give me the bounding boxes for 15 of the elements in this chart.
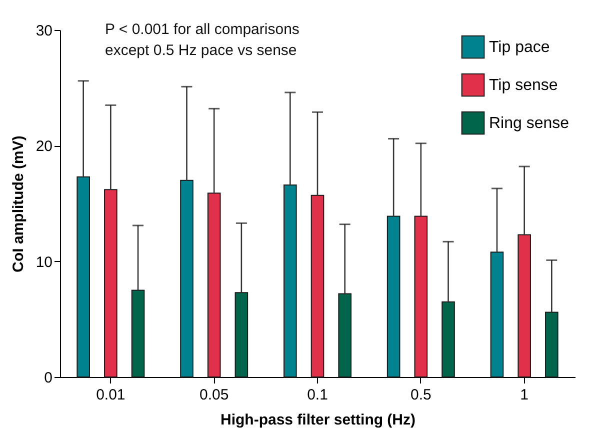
legend-label: Ring sense: [489, 115, 570, 132]
x-axis-title: High-pass filter setting (Hz): [220, 412, 416, 428]
y-tick-label: 10: [36, 254, 52, 271]
x-tick-label: 0.05: [199, 386, 229, 404]
x-tick-label: 1: [520, 386, 528, 404]
annotation: P < 0.001 for all comparisons except 0.5 Hz pace vs sense: [105, 21, 300, 59]
y-tick-label: 20: [36, 138, 52, 156]
x-tick-label: 0.1: [307, 386, 328, 404]
legend-label: Tip pace: [489, 39, 550, 56]
x-tick-label: 0.5: [410, 386, 432, 404]
y-axis-title: CoI amplitude (mV): [10, 136, 27, 272]
y-tick-label: 0: [44, 370, 52, 386]
legend-label: Tip sense: [489, 77, 558, 94]
x-tick-label: 0.01: [96, 386, 126, 404]
y-tick-label: 30: [36, 22, 52, 40]
